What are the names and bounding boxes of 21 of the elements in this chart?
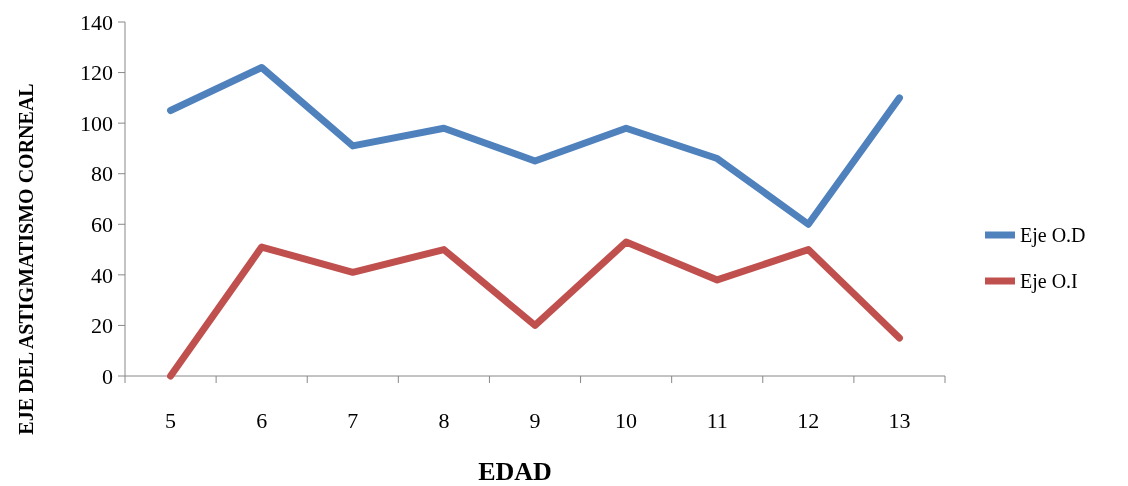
legend-label: Eje O.D — [1020, 224, 1086, 247]
x-tick-label: 6 — [256, 408, 268, 433]
x-tick-label: 7 — [347, 408, 359, 433]
x-tick-label: 12 — [797, 408, 820, 433]
y-tick-label: 0 — [102, 363, 113, 389]
legend-label: Eje O.I — [1020, 270, 1078, 293]
x-tick-label: 8 — [438, 408, 450, 433]
y-axis-title: EJE DEL ASTIGMATISMO CORNEAL — [15, 83, 37, 435]
y-tick-label: 40 — [91, 262, 113, 288]
y-tick-label: 100 — [80, 110, 113, 136]
x-axis-title: EDAD — [478, 457, 552, 486]
x-tick-label: 13 — [888, 408, 911, 433]
x-tick-label: 11 — [706, 408, 728, 433]
x-tick-label: 10 — [615, 408, 638, 433]
y-tick-label: 60 — [91, 211, 113, 237]
y-tick-label: 120 — [80, 60, 113, 86]
y-tick-label: 80 — [91, 161, 113, 187]
y-tick-label: 140 — [80, 9, 113, 35]
y-tick-label: 20 — [91, 313, 113, 339]
x-tick-label: 9 — [529, 408, 541, 433]
x-tick-label: 5 — [165, 408, 177, 433]
